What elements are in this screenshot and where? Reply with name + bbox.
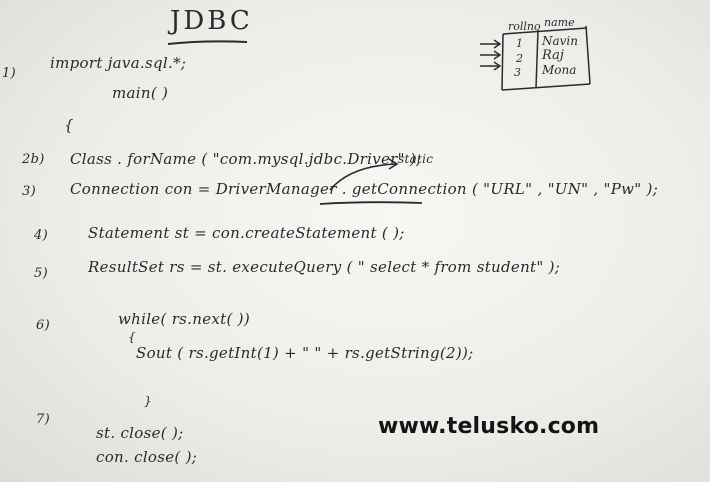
code-line-while: while( rs.next( )) — [118, 310, 250, 328]
table-header-name: name — [544, 16, 575, 29]
code-line-sout: Sout ( rs.getInt(1) + " " + rs.getString… — [136, 344, 474, 362]
step-number: 7) — [36, 412, 50, 427]
table-cell-name: Navin — [542, 34, 578, 48]
code-line-import: import java.sql.*; — [50, 54, 187, 72]
code-line-con-close: con. close( ); — [96, 448, 198, 466]
title-underline — [167, 40, 248, 45]
table-cell-rollno: 3 — [514, 66, 521, 79]
step-number: 6) — [36, 318, 50, 333]
step-number: 5) — [34, 266, 48, 281]
step-number: 4) — [34, 228, 48, 243]
title: JDBC — [170, 6, 253, 36]
code-line-resultset: ResultSet rs = st. executeQuery ( " sele… — [88, 258, 561, 276]
getconnection-underline — [319, 201, 423, 205]
table-cell-rollno: 1 — [516, 37, 523, 50]
code-line-connection: Connection con = DriverManager . getConn… — [70, 180, 659, 198]
table-cell-name: Mona — [542, 63, 577, 77]
code-line-class-forname: Class . forName ( "com.mysql.jdbc.Driver… — [70, 150, 422, 168]
code-line-while-brace: { — [128, 330, 136, 344]
code-line-statement: Statement st = con.createStatement ( ); — [88, 224, 405, 242]
code-line-close-brace: } — [144, 394, 152, 408]
step-number: 1) — [2, 66, 16, 81]
code-line-open-brace: { — [64, 116, 74, 134]
static-annotation: static — [398, 152, 434, 166]
code-line-main: main( ) — [112, 84, 169, 102]
step-number: 2b) — [22, 152, 45, 167]
table-cell-name: Raj — [542, 48, 564, 63]
watermark-url: www.telusko.com — [378, 414, 600, 439]
code-line-st-close: st. close( ); — [96, 424, 184, 442]
table-cell-rollno: 2 — [516, 52, 523, 65]
table-header-rollno: rollno — [508, 20, 541, 33]
step-number: 3) — [22, 184, 36, 199]
cursor-arrows — [480, 39, 502, 71]
